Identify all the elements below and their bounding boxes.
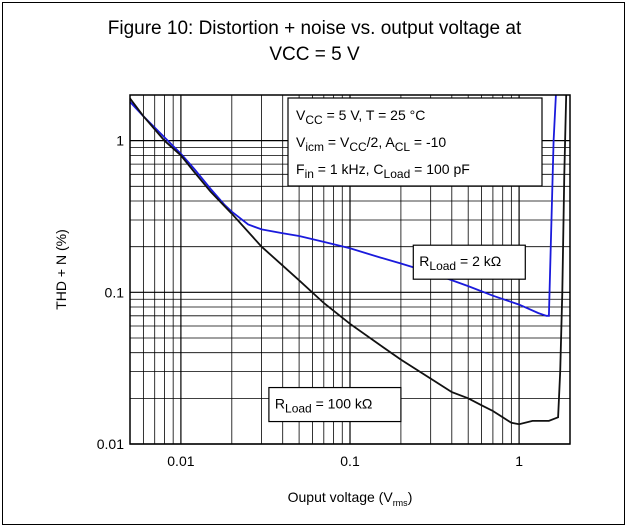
conditions-legend-box: VCC = 5 V, T = 25 °C Vicm = VCC/2, ACL = … xyxy=(287,97,543,187)
chart-title-line1: Figure 10: Distortion + noise vs. output… xyxy=(107,18,522,39)
y-axis-label: THD + N (%) xyxy=(53,229,69,310)
y-tick-label: 0.1 xyxy=(105,284,125,300)
series-label-box-2 xyxy=(268,386,402,423)
chart-title: Figure 10: Distortion + noise vs. output… xyxy=(0,16,629,68)
plot-area-border xyxy=(129,94,571,445)
series-line-2k xyxy=(129,94,557,317)
series-labels: RLoad = 2 kΩ RLoad = 100 kΩ xyxy=(268,244,526,423)
conditions-line-3: Fin = 1 kHz, CLoad = 100 pF xyxy=(296,161,470,181)
figure-frame xyxy=(2,2,625,525)
x-axis-label: Ouput voltage (Vrms) xyxy=(288,489,413,508)
series-line-100k xyxy=(129,94,568,426)
x-tick-label: 0.01 xyxy=(167,453,194,469)
y-tick-label: 1 xyxy=(116,133,124,149)
x-tick-label: 0.1 xyxy=(340,453,360,469)
x-tick-label: 1 xyxy=(515,453,523,469)
series-label-1: RLoad = 2 kΩ xyxy=(419,253,501,273)
conditions-box-frame xyxy=(287,97,543,187)
y-tick-label: 0.01 xyxy=(97,436,124,452)
series-layer xyxy=(129,94,568,426)
chart-title-line2: VCC = 5 V xyxy=(269,44,360,65)
tick-labels: 0.01 0.1 1 0.01 0.1 1 xyxy=(97,133,523,469)
series-label-2: RLoad = 100 kΩ xyxy=(275,396,373,416)
conditions-line-1: VCC = 5 V, T = 25 °C xyxy=(296,107,425,127)
conditions-line-2: Vicm = VCC/2, ACL = -10 xyxy=(296,134,446,154)
series-label-box-1 xyxy=(412,244,526,280)
